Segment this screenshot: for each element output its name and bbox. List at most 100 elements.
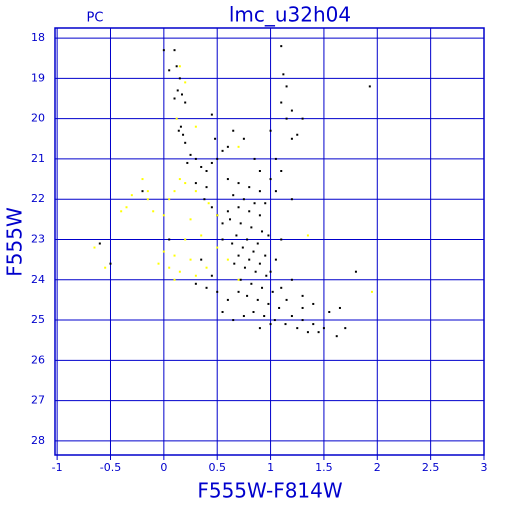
point	[263, 315, 266, 318]
point	[175, 65, 178, 68]
point	[254, 270, 257, 273]
point	[301, 306, 304, 309]
point	[214, 137, 217, 140]
point	[216, 290, 219, 293]
point	[253, 202, 256, 205]
y-tick-label: 25	[31, 313, 45, 326]
y-tick-label: 20	[31, 112, 45, 125]
point	[194, 157, 197, 160]
point	[194, 190, 197, 193]
point	[301, 117, 304, 120]
point	[280, 101, 283, 104]
x-tick-label: 0	[160, 461, 167, 474]
point	[184, 81, 187, 84]
point	[186, 161, 189, 164]
point	[189, 153, 192, 156]
point	[205, 170, 208, 173]
point	[290, 315, 293, 318]
point	[226, 178, 229, 181]
point	[301, 294, 304, 297]
x-tick-label: 2	[374, 461, 381, 474]
point	[194, 125, 197, 128]
point	[370, 290, 373, 293]
point	[312, 302, 315, 305]
point	[248, 186, 251, 189]
y-tick-label: 19	[31, 71, 45, 84]
point	[146, 198, 149, 201]
x-tick-label: 1.5	[315, 461, 333, 474]
point	[141, 178, 144, 181]
point	[152, 210, 155, 213]
point	[237, 145, 240, 148]
x-axis-label: F555W-F814W	[197, 479, 343, 503]
point	[243, 266, 246, 269]
point	[194, 182, 197, 185]
point	[125, 206, 128, 209]
point	[290, 278, 293, 281]
point	[344, 327, 347, 330]
point	[242, 315, 245, 318]
point	[280, 238, 283, 241]
point	[261, 230, 264, 233]
point	[226, 145, 229, 148]
point	[368, 85, 371, 88]
point	[301, 319, 304, 322]
x-tick-label: 0.5	[208, 461, 226, 474]
point	[189, 258, 192, 261]
point	[269, 129, 272, 132]
point	[98, 242, 101, 245]
point	[252, 250, 255, 253]
point	[173, 254, 176, 257]
point	[221, 238, 224, 241]
point	[205, 286, 208, 289]
point	[93, 246, 96, 249]
point	[242, 198, 245, 201]
point	[210, 274, 213, 277]
point	[252, 310, 255, 313]
point	[226, 210, 229, 213]
point	[168, 198, 171, 201]
plot-frame	[54, 27, 485, 456]
point	[278, 306, 281, 309]
y-tick-label: 18	[31, 31, 45, 44]
point	[173, 190, 176, 193]
point	[168, 238, 171, 241]
point	[271, 290, 274, 293]
point	[203, 198, 206, 201]
point	[354, 270, 357, 273]
point	[273, 319, 276, 322]
point	[284, 323, 287, 326]
point	[264, 254, 267, 257]
point	[274, 258, 277, 261]
point	[104, 266, 107, 269]
point	[269, 323, 272, 326]
point	[237, 278, 240, 281]
point	[173, 49, 176, 52]
point	[233, 262, 236, 265]
point	[178, 270, 181, 273]
point	[200, 234, 203, 237]
point	[258, 170, 261, 173]
point	[285, 298, 288, 301]
chart-title: lmc_u32h04	[229, 3, 351, 27]
point	[235, 234, 238, 237]
point	[221, 149, 224, 152]
point	[338, 306, 341, 309]
point	[265, 274, 268, 277]
point	[168, 69, 171, 72]
y-tick-label: 26	[31, 353, 45, 366]
point	[184, 182, 187, 185]
point	[231, 242, 234, 245]
point	[176, 89, 179, 92]
point	[280, 170, 283, 173]
point	[221, 222, 224, 225]
point	[210, 161, 213, 164]
y-tick-label: 22	[31, 192, 45, 205]
point	[269, 270, 272, 273]
point	[184, 141, 187, 144]
point	[290, 198, 293, 201]
point	[237, 182, 240, 185]
point	[184, 101, 187, 104]
y-axis-label: F555W	[3, 207, 27, 277]
y-tick-label: 21	[31, 152, 45, 165]
